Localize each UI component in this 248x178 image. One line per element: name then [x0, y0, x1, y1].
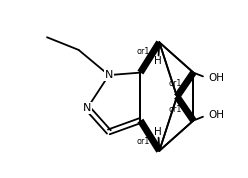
Text: N: N: [83, 103, 92, 113]
Text: H: H: [154, 127, 162, 137]
Text: or1: or1: [168, 105, 182, 114]
Text: OH: OH: [209, 73, 224, 83]
Text: or1: or1: [136, 47, 150, 56]
Text: N: N: [105, 70, 113, 80]
Text: H: H: [154, 56, 162, 66]
Text: or1: or1: [136, 137, 150, 146]
Text: or1: or1: [168, 79, 182, 88]
Text: OH: OH: [209, 110, 224, 120]
